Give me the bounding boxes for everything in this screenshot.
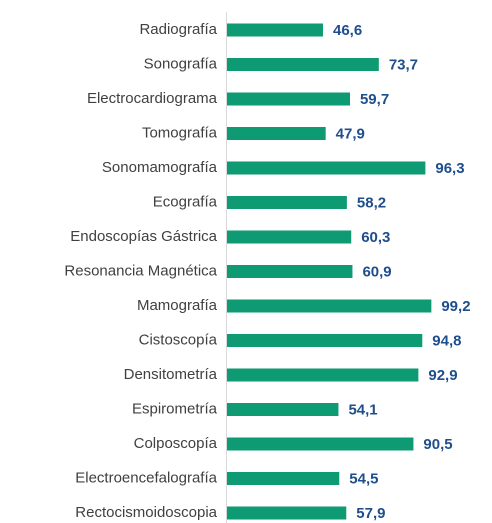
value-label: 54,1 bbox=[348, 401, 377, 418]
value-label: 90,5 bbox=[423, 436, 452, 453]
bar bbox=[227, 196, 347, 209]
value-label: 92,9 bbox=[428, 367, 457, 384]
value-label: 47,9 bbox=[336, 125, 365, 142]
bar bbox=[227, 506, 347, 520]
bar bbox=[227, 299, 432, 313]
bar bbox=[227, 368, 419, 382]
value-label: 96,3 bbox=[435, 160, 464, 177]
value-label: 57,9 bbox=[356, 505, 385, 522]
value-label: 60,3 bbox=[361, 229, 390, 246]
category-label: Ecografía bbox=[153, 193, 218, 210]
bar bbox=[227, 92, 350, 106]
category-label: Rectocismoidoscopia bbox=[75, 504, 217, 521]
bar bbox=[227, 127, 326, 140]
category-label: Mamografía bbox=[137, 297, 218, 314]
category-label: Sonografía bbox=[144, 55, 218, 72]
category-label: Colposcopía bbox=[134, 435, 218, 452]
category-label: Electroencefalografía bbox=[75, 469, 217, 486]
category-label: Tomografía bbox=[142, 124, 218, 141]
bar bbox=[227, 472, 340, 485]
bar bbox=[227, 230, 352, 244]
bar bbox=[227, 334, 423, 347]
value-label: 99,2 bbox=[441, 298, 470, 315]
value-label: 59,7 bbox=[360, 91, 389, 108]
category-label: Radiografía bbox=[139, 21, 217, 38]
value-label: 73,7 bbox=[389, 56, 418, 73]
bar bbox=[227, 437, 414, 451]
value-label: 60,9 bbox=[362, 263, 391, 280]
bar bbox=[227, 58, 379, 71]
category-label: Espirometría bbox=[132, 400, 218, 417]
bar bbox=[227, 23, 323, 37]
category-label: Cistoscopía bbox=[139, 331, 218, 348]
value-label: 46,6 bbox=[333, 22, 362, 39]
category-label: Resonancia Magnética bbox=[64, 262, 217, 279]
category-label: Sonomamografía bbox=[102, 159, 218, 176]
category-label: Endoscopías Gástrica bbox=[70, 228, 217, 245]
category-label: Densitometría bbox=[124, 366, 218, 383]
bar bbox=[227, 265, 353, 278]
value-label: 58,2 bbox=[357, 194, 386, 211]
value-label: 94,8 bbox=[432, 332, 461, 349]
bar bbox=[227, 403, 339, 416]
value-label: 54,5 bbox=[349, 470, 378, 487]
bar bbox=[227, 161, 426, 175]
category-label: Electrocardiograma bbox=[87, 90, 218, 107]
